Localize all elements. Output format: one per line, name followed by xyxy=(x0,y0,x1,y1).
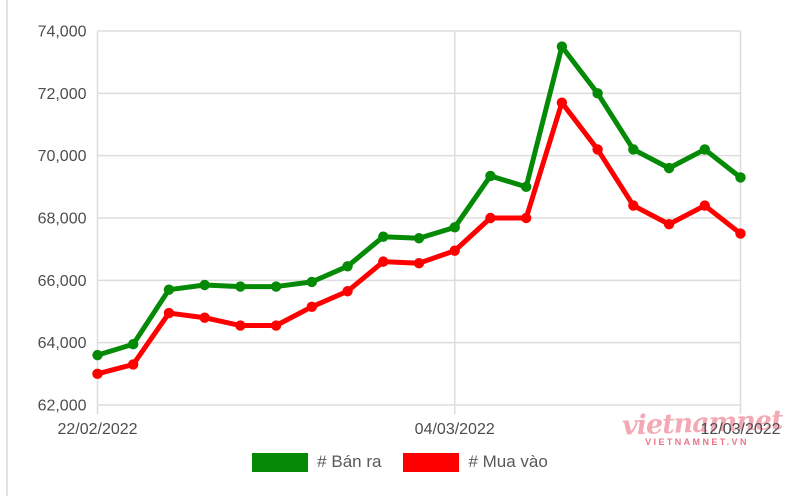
x-axis-label: 04/03/2022 xyxy=(415,421,495,438)
data-point[interactable] xyxy=(699,200,710,211)
data-point[interactable] xyxy=(270,320,282,331)
vietnamnet-site-text: VIETNAMNET.VN xyxy=(645,437,749,447)
data-point[interactable] xyxy=(449,222,460,233)
vietnamnet-watermark: vietnamnet VIETNAMNET.VN xyxy=(622,405,784,447)
data-point[interactable] xyxy=(270,281,282,292)
data-point[interactable] xyxy=(199,279,210,291)
y-axis-label: 62,000 xyxy=(38,398,87,415)
data-point[interactable] xyxy=(485,212,496,224)
data-point[interactable] xyxy=(520,212,532,224)
data-point[interactable] xyxy=(235,281,246,292)
data-point[interactable] xyxy=(699,144,710,155)
data-point[interactable] xyxy=(556,41,568,52)
data-point[interactable] xyxy=(735,228,746,239)
x-axis-label: 12/03/2022 xyxy=(700,421,780,438)
data-point[interactable] xyxy=(413,233,425,244)
data-point[interactable] xyxy=(342,286,353,297)
data-point[interactable] xyxy=(592,88,603,99)
data-point[interactable] xyxy=(520,181,532,193)
data-point[interactable] xyxy=(663,162,675,174)
legend-label-ban-ra: # Bán ra xyxy=(317,452,382,471)
y-axis-label: 68,000 xyxy=(38,211,87,228)
x-axis-label: 22/02/2022 xyxy=(57,421,137,438)
data-point[interactable] xyxy=(235,320,246,331)
data-point[interactable] xyxy=(663,219,675,230)
chart-legend: # Bán ra # Mua vào xyxy=(0,452,800,472)
data-point[interactable] xyxy=(485,170,496,182)
data-point[interactable] xyxy=(628,144,639,155)
data-point[interactable] xyxy=(163,284,175,295)
legend-swatch-mua-vao xyxy=(403,452,460,472)
data-point[interactable] xyxy=(592,144,603,155)
data-point[interactable] xyxy=(735,172,746,183)
data-point[interactable] xyxy=(449,245,460,256)
y-axis-label: 66,000 xyxy=(38,273,87,290)
data-point[interactable] xyxy=(199,312,210,323)
data-point[interactable] xyxy=(92,349,103,361)
data-point[interactable] xyxy=(92,368,103,380)
left-border-divider xyxy=(6,0,8,496)
data-point[interactable] xyxy=(342,261,353,272)
data-point[interactable] xyxy=(128,339,139,350)
legend-item-ban-ra: # Bán ra xyxy=(252,452,381,472)
data-point[interactable] xyxy=(413,257,425,269)
legend-item-mua-vao: # Mua vào xyxy=(403,452,548,472)
data-point[interactable] xyxy=(556,97,568,108)
y-axis-label: 70,000 xyxy=(38,148,87,165)
y-axis-label: 74,000 xyxy=(38,24,87,41)
data-point[interactable] xyxy=(128,359,139,370)
data-point[interactable] xyxy=(163,307,175,319)
data-point[interactable] xyxy=(628,200,639,211)
y-axis-label: 72,000 xyxy=(38,86,87,103)
legend-swatch-ban-ra xyxy=(252,452,309,472)
data-point[interactable] xyxy=(378,231,389,242)
data-point[interactable] xyxy=(306,301,318,313)
y-axis-label: 64,000 xyxy=(38,335,87,352)
data-point[interactable] xyxy=(306,276,318,288)
legend-label-mua-vao: # Mua vào xyxy=(468,452,548,471)
data-point[interactable] xyxy=(378,256,389,267)
